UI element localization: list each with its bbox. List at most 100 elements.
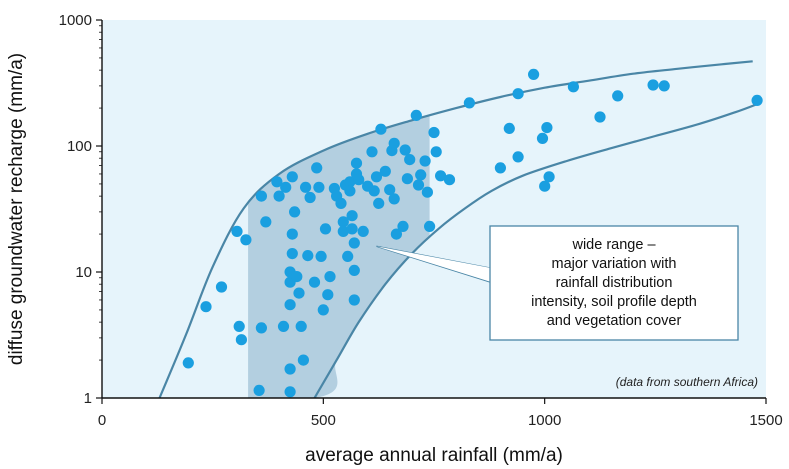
data-point: [348, 237, 360, 249]
data-point: [375, 123, 387, 135]
data-point: [421, 186, 433, 198]
y-tick-label: 100: [67, 138, 92, 155]
data-point: [419, 155, 431, 167]
data-point: [512, 151, 524, 163]
data-point: [319, 223, 332, 235]
data-point: [368, 185, 380, 197]
data-point: [397, 220, 409, 232]
data-point: [231, 225, 243, 237]
data-point: [342, 250, 354, 262]
data-point: [293, 287, 305, 299]
data-point: [295, 320, 307, 332]
data-point: [284, 299, 296, 311]
callout-line-5: and vegetation cover: [547, 313, 682, 329]
data-point: [308, 276, 321, 288]
callout-box: wide range – major variation with rainfa…: [489, 225, 739, 341]
data-point: [235, 334, 247, 346]
data-point: [286, 248, 298, 260]
data-point: [215, 281, 228, 293]
data-point: [543, 171, 555, 183]
data-point: [253, 384, 265, 396]
data-point: [337, 225, 349, 237]
data-point: [255, 322, 267, 334]
upper-envelope-line: [158, 60, 753, 398]
callout-line-2: major variation with: [552, 256, 677, 272]
data-point: [401, 173, 413, 185]
data-point: [346, 223, 358, 235]
data-point: [379, 165, 391, 177]
data-point: [348, 294, 360, 306]
data-point: [388, 137, 400, 149]
data-point: [366, 146, 378, 158]
callout-line-4: intensity, soil profile depth: [531, 294, 697, 310]
data-point: [412, 179, 425, 191]
data-point: [284, 386, 296, 398]
data-point: [200, 301, 212, 313]
data-point: [536, 132, 549, 144]
data-point: [430, 146, 442, 158]
data-point: [286, 228, 298, 240]
data-point: [428, 126, 440, 139]
data-point: [317, 304, 329, 316]
y-axis-title: diffuse groundwater recharge (mm/a): [6, 53, 27, 365]
data-point: [388, 193, 400, 205]
x-axis-title: average annual rainfall (mm/a): [305, 445, 563, 466]
data-point: [370, 171, 383, 183]
lower-envelope-line: [313, 103, 758, 398]
y-tick-label: 1: [84, 390, 92, 407]
data-point: [541, 122, 553, 134]
data-point: [348, 264, 360, 276]
x-tick-label: 500: [311, 412, 336, 429]
data-point: [304, 191, 316, 204]
data-point: [357, 225, 369, 237]
data-point: [463, 97, 475, 109]
data-point: [337, 216, 349, 228]
data-point: [435, 170, 447, 182]
data-point: [443, 174, 456, 186]
y-tick-label: 1000: [59, 12, 92, 29]
data-point: [350, 157, 363, 169]
data-point: [399, 144, 411, 156]
data-point: [233, 320, 245, 332]
data-point: [528, 68, 540, 80]
data-point: [384, 184, 396, 196]
data-point: [271, 176, 283, 188]
data-point: [512, 88, 524, 100]
data-point: [315, 250, 327, 262]
data-point: [273, 190, 285, 202]
data-point: [415, 169, 427, 181]
data-point: [346, 210, 358, 222]
data-point: [567, 81, 580, 93]
data-point: [373, 197, 385, 209]
data-point: [260, 216, 272, 228]
y-tick-label: 10: [75, 264, 92, 281]
data-point: [539, 180, 551, 192]
plot-background: [102, 20, 766, 398]
data-point: [289, 206, 301, 218]
data-point: [286, 171, 298, 183]
data-point: [240, 234, 252, 246]
x-tick-label: 1500: [749, 412, 782, 429]
data-point: [284, 363, 296, 375]
x-tick-label: 0: [98, 412, 106, 429]
data-point: [404, 154, 416, 166]
data-point: [503, 122, 515, 134]
data-point: [410, 109, 422, 121]
data-point: [594, 111, 606, 123]
callout-line-3: rainfall distribution: [556, 275, 673, 291]
data-point: [344, 176, 356, 188]
data-point: [255, 190, 267, 202]
data-point: [324, 271, 336, 283]
data-point: [300, 181, 312, 193]
data-point: [390, 228, 402, 240]
data-point: [424, 220, 436, 232]
data-point: [277, 320, 290, 332]
data-point: [291, 271, 303, 283]
callout-leader-fill: [376, 246, 491, 282]
highlight-band: [248, 115, 430, 398]
data-point: [322, 289, 334, 301]
data-point: [751, 94, 763, 106]
data-source-note: (data from southern Africa): [616, 375, 758, 389]
data-point: [313, 181, 325, 193]
